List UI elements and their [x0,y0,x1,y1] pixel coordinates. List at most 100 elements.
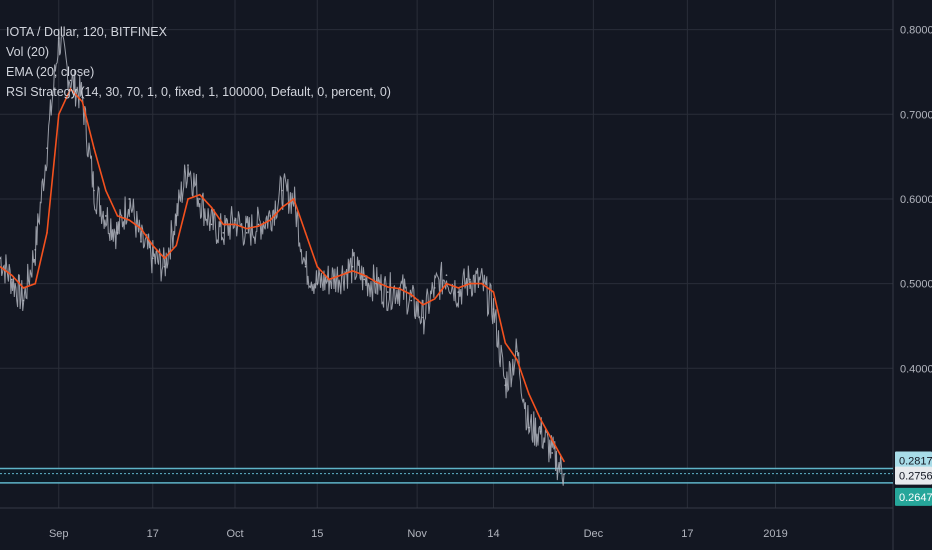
ema-point [140,227,142,230]
x-tick-label: Dec [584,528,604,540]
ema-point [351,270,354,272]
ema-point [257,225,260,227]
price-point [386,291,389,293]
price-point [128,198,131,200]
price-point [46,147,48,149]
price-point [222,232,225,234]
ema-point [563,460,565,463]
price-point [245,232,248,234]
ema-point [410,293,413,296]
price-badge-label: 0.2756 [899,471,932,483]
legend-symbol[interactable]: IOTA / Dollar, 120, BITFINEX [6,25,167,39]
ema-point [504,342,507,344]
ema-point [57,113,60,116]
y-tick-label: 0.7000 [900,109,932,121]
price-point [551,452,554,454]
price-point [410,299,413,302]
legend-rsi-strategy[interactable]: RSI Strategy (14, 30, 70, 1, 0, fixed, 1… [6,85,391,99]
ema-point [187,198,189,200]
price-point [234,219,236,221]
price-point [375,282,377,285]
price-point [504,384,507,387]
legend-ema-indicator[interactable]: EMA (20, close) [6,65,95,79]
x-tick-label: 2019 [763,528,787,540]
y-tick-label: 0.4000 [900,363,932,375]
price-point [210,223,213,226]
x-tick-label: Sep [49,528,69,540]
strategy-zone [0,468,893,483]
x-tick-label: 17 [147,528,159,540]
x-tick-label: Nov [407,528,427,540]
ema-point [104,189,107,192]
legend-volume-indicator[interactable]: Vol (20) [6,45,50,59]
ema-point [245,227,248,230]
x-tick-label: 15 [311,528,323,540]
ema-point [292,198,295,200]
ema-point [69,88,72,90]
price-point [492,308,495,310]
price-badge-label: 0.2647 [899,492,932,504]
price-point [563,473,565,475]
price-point [198,198,201,200]
x-tick-label: 14 [487,528,499,540]
price-point [257,223,260,226]
ema-point [539,418,542,420]
ema-point [492,291,495,293]
ema-point [469,282,471,285]
price-point [175,215,178,217]
x-tick-label: 17 [681,528,693,540]
ema-point [339,274,342,276]
ema-point [433,298,436,300]
ema-point [304,232,307,234]
price-point [304,265,307,268]
ema-point [445,282,448,285]
price-point [10,278,13,281]
price-point [81,96,84,99]
ema-point [328,278,330,281]
price-point [69,79,72,82]
price-point [116,232,119,234]
price-point [104,215,107,217]
price-point [516,350,518,353]
price-point [22,299,25,302]
ema-point [81,100,84,103]
y-tick-label: 0.5000 [900,279,932,291]
price-badge [895,487,932,506]
ema-point [46,232,48,234]
ema-point [551,439,554,442]
ema-point [198,193,201,196]
price-point [281,189,283,192]
x-tick-label: Oct [226,528,243,540]
ema-point [269,219,272,221]
price-badge [895,466,932,485]
price-point [527,426,530,429]
price-series-line[interactable] [0,28,565,486]
ema-point [93,147,95,149]
ema-point [116,215,119,217]
ema-point [281,206,283,209]
ema-point [457,287,460,289]
price-point [469,278,471,281]
y-tick-label: 0.6000 [900,194,932,206]
ema-point [128,219,131,221]
ema-point [222,223,225,226]
price-point [433,287,436,289]
ema-point [10,274,13,276]
ema-point [34,282,37,285]
price-point [187,164,189,166]
price-point [93,189,95,192]
ema-point [0,265,1,268]
price-badge [895,451,932,470]
ema-point [527,392,530,395]
price-point [57,37,60,39]
ema-point [386,286,389,288]
ema-point [398,287,401,290]
chart-legend: IOTA / Dollar, 120, BITFINEX Vol (20) EM… [6,22,391,102]
ema-point [316,265,319,268]
price-badge-label: 0.2817 [899,455,932,467]
price-point [140,240,142,243]
ema-point [480,282,483,285]
y-tick-label: 0.8000 [900,25,932,37]
